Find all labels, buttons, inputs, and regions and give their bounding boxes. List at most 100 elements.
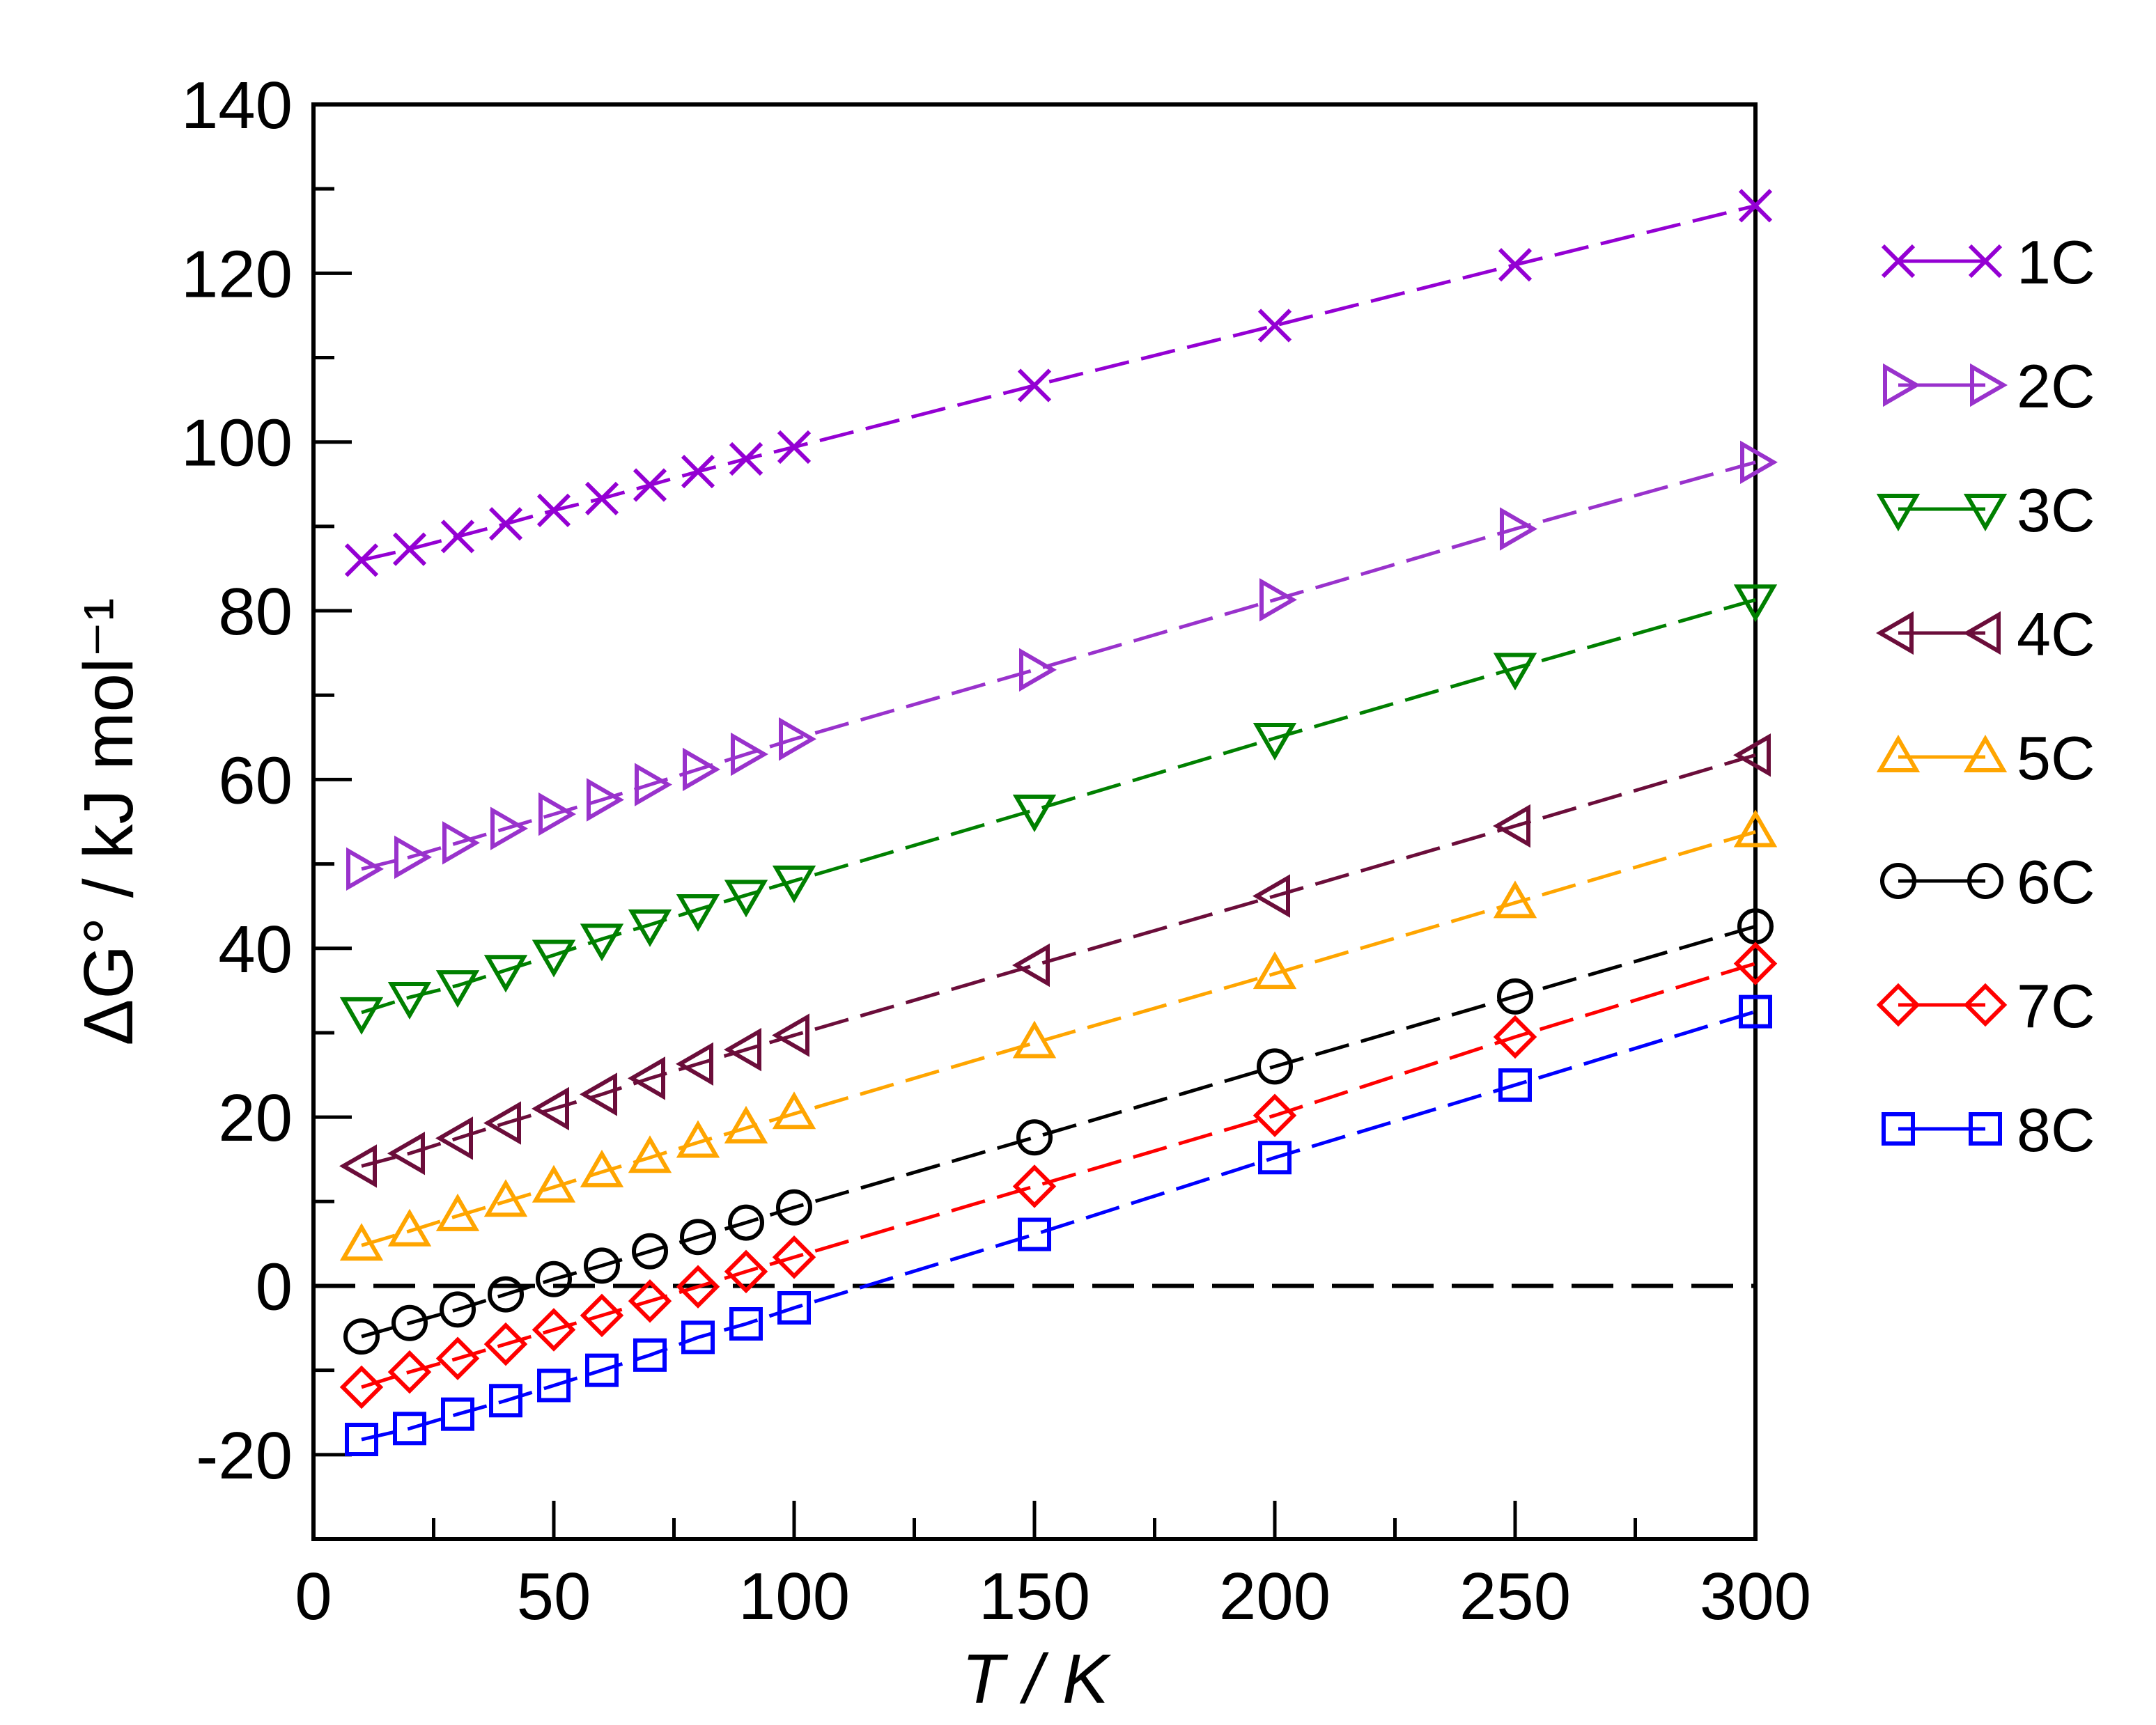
marker-stroke — [633, 468, 667, 502]
legend-marker — [1968, 244, 2003, 279]
data-point-1C — [584, 481, 619, 516]
data-point-7C — [435, 1336, 480, 1380]
legend-marker — [1970, 363, 2008, 407]
y-tick-label: 40 — [218, 912, 293, 987]
data-point-1C — [681, 454, 715, 489]
legend-item-1C: 1C — [1881, 228, 2095, 297]
data-point-2C — [683, 747, 720, 792]
data-point-1C — [536, 493, 571, 527]
data-point-8C — [345, 1423, 378, 1457]
legend-marker — [1876, 735, 1921, 772]
data-point-5C — [580, 1149, 624, 1187]
data-point-1C — [344, 543, 379, 577]
data-point-3C — [580, 923, 624, 962]
data-point-2C — [538, 792, 576, 836]
data-point-3C — [724, 880, 768, 918]
data-point-3C — [1733, 584, 1778, 623]
data-point-4C — [387, 1132, 425, 1176]
y-tick-label: 80 — [218, 575, 293, 649]
data-point-7C — [772, 1235, 816, 1279]
legend-marker — [1967, 863, 2003, 899]
series-5C — [339, 809, 1778, 1261]
data-point-6C — [440, 1291, 476, 1328]
legend-marker — [1881, 244, 1916, 279]
data-point-8C — [1258, 1141, 1292, 1175]
x-tick-label: 50 — [517, 1559, 591, 1634]
data-point-4C — [532, 1086, 569, 1131]
data-point-3C — [339, 997, 384, 1035]
legend-marker — [1963, 494, 2008, 531]
data-point-6C — [776, 1189, 812, 1226]
series-1C — [344, 189, 1773, 577]
data-point-4C — [1012, 943, 1050, 988]
data-point-1C — [1017, 368, 1052, 403]
data-point-1C — [1498, 248, 1533, 282]
data-point-7C — [724, 1249, 768, 1294]
data-point-6C — [1016, 1119, 1053, 1156]
x-axis-title: T / K — [961, 1640, 1111, 1718]
data-point-3C — [676, 894, 720, 932]
data-point-5C — [483, 1179, 528, 1217]
legend-label: 7C — [2017, 971, 2095, 1040]
data-point-8C — [489, 1384, 522, 1418]
data-point-1C — [729, 442, 763, 476]
series-line-2C — [361, 460, 1756, 871]
data-point-2C — [587, 778, 624, 822]
series-line-4C — [361, 753, 1756, 1168]
legend-marker — [1876, 611, 1914, 655]
marker-stroke — [777, 430, 812, 465]
data-point-2C — [779, 717, 816, 761]
data-point-5C — [1012, 1020, 1057, 1059]
legend-item-2C: 2C — [1883, 352, 2095, 421]
series-group — [339, 189, 1778, 1457]
data-point-2C — [442, 821, 480, 865]
legend-item-7C: 7C — [1876, 971, 2095, 1040]
series-6C — [343, 908, 1774, 1355]
data-point-6C — [728, 1204, 764, 1241]
data-point-5C — [1493, 880, 1537, 919]
data-point-5C — [532, 1164, 576, 1203]
series-line-3C — [361, 598, 1756, 1015]
data-point-3C — [387, 982, 432, 1020]
data-point-1C — [392, 532, 427, 566]
data-point-8C — [777, 1290, 811, 1325]
data-point-2C — [346, 847, 384, 891]
marker-stroke — [536, 493, 571, 527]
data-point-6C — [343, 1318, 380, 1355]
data-point-1C — [1738, 189, 1773, 223]
data-point-4C — [580, 1072, 617, 1116]
data-point-2C — [635, 763, 672, 806]
legend-item-5C: 5C — [1876, 724, 2095, 793]
legend-marker — [1876, 983, 1921, 1027]
marker-stroke — [1738, 189, 1773, 223]
data-point-2C — [394, 835, 432, 880]
legend-label: 8C — [2017, 1095, 2095, 1164]
legend-item-3C: 3C — [1876, 476, 2095, 545]
legend-marker — [1963, 611, 2001, 655]
x-tick-label: 200 — [1219, 1559, 1331, 1634]
data-point-4C — [772, 1013, 809, 1057]
data-point-1C — [633, 468, 667, 502]
data-point-5C — [628, 1135, 672, 1173]
y-tick-label: -20 — [196, 1419, 293, 1493]
legend-label: 6C — [2017, 848, 2095, 916]
data-point-7C — [676, 1265, 720, 1309]
data-point-3C — [628, 909, 672, 947]
series-3C — [339, 584, 1778, 1035]
data-point-5C — [339, 1223, 384, 1261]
data-point-7C — [532, 1308, 576, 1352]
data-point-7C — [580, 1293, 624, 1338]
data-point-4C — [724, 1027, 761, 1072]
legend: 1C 2C 3C 4C 5C 6C 7C 8C — [1876, 228, 2095, 1164]
data-point-8C — [537, 1368, 571, 1403]
marker-stroke — [1498, 248, 1533, 282]
x-tick-label: 0 — [295, 1559, 332, 1634]
series-line-1C — [361, 203, 1756, 562]
marker-stroke — [392, 532, 427, 566]
x-tick-label: 250 — [1459, 1559, 1571, 1634]
legend-marker — [1882, 1112, 1915, 1146]
legend-item-6C: 6C — [1880, 848, 2095, 916]
data-point-5C — [676, 1120, 720, 1158]
legend-marker — [1969, 1112, 2002, 1146]
